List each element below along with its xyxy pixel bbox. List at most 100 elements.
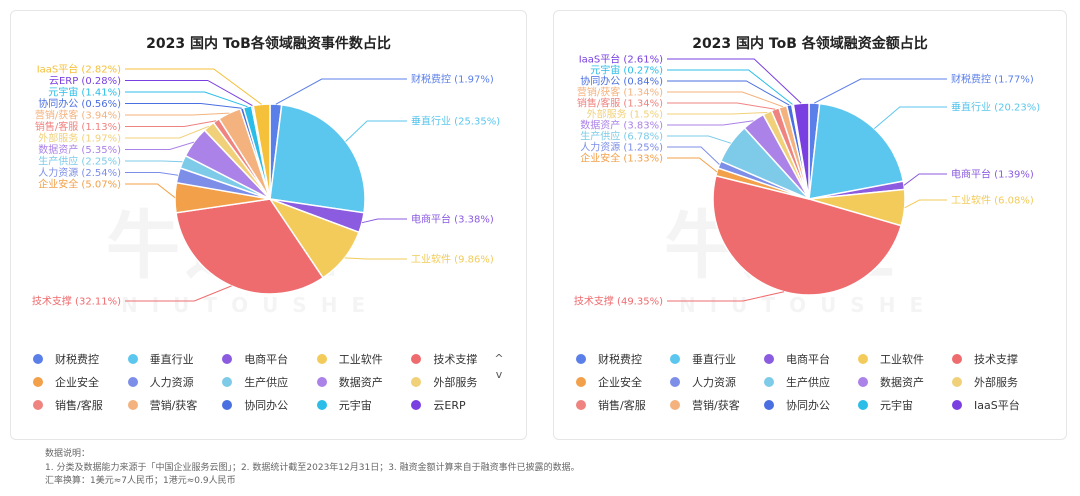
leader-line (904, 199, 947, 209)
leader-line (345, 120, 407, 142)
legend-pager[interactable]: ^ v (489, 351, 509, 383)
legend-label: 电商平台 (244, 352, 289, 366)
leader-line (125, 103, 242, 109)
legend-label: IaaS平台 (974, 398, 1020, 412)
leader-line (667, 91, 783, 108)
pie-slice[interactable] (712, 174, 903, 296)
legend-swatch (411, 399, 422, 410)
legend-item[interactable]: 企业安全 (576, 374, 670, 390)
legend-swatch (858, 376, 868, 387)
legend-swatch (127, 353, 138, 364)
chart-card-events: 牛透社 NIUTOUSHE 2023 国内 ToB各领域融资事件数占比 财税费控… (10, 10, 527, 440)
legend-item[interactable]: 技术支撑 (952, 351, 1046, 367)
data-label: 工业软件 (6.08%) (951, 194, 1034, 207)
data-label: 垂直行业 (20.23%) (951, 101, 1040, 114)
legend-label: 销售/客服 (598, 398, 646, 412)
data-label: 外部服务 (1.97%) (38, 132, 121, 145)
leader-line (125, 285, 232, 302)
leader-line (667, 69, 793, 105)
legend-item[interactable]: 数据资产 (316, 374, 412, 390)
legend-item[interactable]: 电商平台 (222, 351, 317, 367)
legend-row: 财税费控 垂直行业 电商平台 工业软件 技术支撑 (33, 347, 506, 370)
leader-line (125, 80, 253, 107)
pie-slice[interactable] (269, 103, 366, 214)
legend-label: 外部服务 (433, 375, 478, 389)
legend-label: 垂直行业 (149, 352, 194, 366)
legend-item[interactable]: 工业软件 (316, 351, 412, 367)
legend-item[interactable]: 人力资源 (127, 374, 223, 390)
legend-item[interactable]: 销售/客服 (33, 397, 128, 413)
legend-item[interactable]: 垂直行业 (670, 351, 764, 367)
legend-item[interactable]: 工业软件 (858, 351, 952, 367)
chart-card-amount: 牛透社 NIUTOUSHE 2023 国内 ToB 各领域融资金额占比 财税费控… (553, 10, 1067, 440)
leader-line (667, 120, 754, 126)
leader-line (361, 218, 407, 224)
notes-line-2: 汇率换算：1美元≈7人民币；1港元≈0.9人民币 (45, 476, 236, 486)
data-label: 人力资源 (1.25%) (580, 141, 663, 154)
legend-item[interactable]: 外部服务 (411, 374, 506, 390)
leader-line (275, 78, 407, 105)
legend-item[interactable]: 生产供应 (764, 374, 858, 390)
legend-swatch (764, 399, 774, 410)
legend-swatch (33, 399, 43, 410)
legend-item[interactable]: 企业安全 (33, 374, 128, 390)
chart-title: 2023 国内 ToB各领域融资事件数占比 (146, 36, 391, 52)
legend-item[interactable]: 财税费控 (576, 351, 670, 367)
leader-line (667, 102, 776, 110)
legend-item[interactable]: 人力资源 (670, 374, 764, 390)
legend-item[interactable]: 营销/获客 (127, 397, 223, 413)
data-label: 财税费控 (1.97%) (411, 73, 494, 86)
data-label: 数据资产 (3.83%) (580, 119, 663, 132)
legend-item[interactable]: 电商平台 (764, 351, 858, 367)
legend-swatch (222, 376, 233, 387)
legend-swatch (316, 353, 327, 364)
data-label: 财税费控 (1.77%) (951, 73, 1034, 86)
legend-swatch (316, 376, 327, 387)
legend-item[interactable]: 垂直行业 (127, 351, 223, 367)
legend-label: 营销/获客 (149, 398, 198, 412)
legend-item[interactable]: 元宇宙 (316, 397, 412, 413)
legend-item[interactable]: 生产供应 (222, 374, 317, 390)
legend-item[interactable]: 销售/客服 (576, 397, 670, 413)
leader-line (667, 146, 720, 165)
legend-label: 生产供应 (244, 375, 289, 389)
legend-label: 企业安全 (598, 375, 642, 389)
legend-item[interactable]: 外部服务 (952, 374, 1046, 390)
pie-slice[interactable] (175, 198, 325, 295)
legend-item[interactable]: IaaS平台 (952, 397, 1046, 413)
legend-item[interactable]: 营销/获客 (670, 397, 764, 413)
legend-item[interactable]: 财税费控 (33, 351, 128, 367)
data-label: 人力资源 (2.54%) (38, 166, 121, 179)
legend-item[interactable]: 云ERP (411, 397, 506, 413)
legend-swatch (222, 353, 233, 364)
legend-label: 人力资源 (692, 375, 736, 389)
legend: 财税费控 垂直行业 电商平台 工业软件 技术支撑企业安全 人力资源 生产供应 数据资产 外部服务… (576, 347, 1046, 416)
pie-slice[interactable] (792, 102, 810, 200)
legend: 财税费控 垂直行业 电商平台 工业软件 技术支撑企业安全 人力资源 生产供应 数据资产 外部服务… (33, 347, 506, 416)
pie-chart-events: 财税费控 (1.97%) 垂直行业 (25.35%) 电商平台 (3.38%) 工业软… (32, 63, 500, 308)
legend-swatch (33, 353, 43, 364)
legend-item[interactable]: 元宇宙 (858, 397, 952, 413)
legend-item[interactable]: 协同办公 (764, 397, 858, 413)
legend-label: 云ERP (433, 398, 466, 412)
leader-line (125, 125, 210, 139)
legend-label: 财税费控 (55, 352, 99, 366)
legend-label: 数据资产 (880, 375, 924, 389)
data-label: IaaS平台 (2.82%) (37, 63, 121, 76)
legend-label: 协同办公 (786, 398, 830, 412)
data-label: 营销/获客 (1.34%) (577, 86, 663, 99)
legend-swatch (127, 376, 138, 387)
pie-slice[interactable] (808, 102, 905, 200)
chevron-down-icon[interactable]: v (495, 368, 503, 381)
legend-item[interactable]: 技术支撑 (411, 351, 506, 367)
leader-line (667, 80, 790, 106)
chevron-up-icon[interactable]: ^ (494, 352, 504, 365)
legend-swatch (411, 353, 422, 364)
legend-item[interactable]: 协同办公 (222, 397, 317, 413)
legend-swatch (952, 353, 962, 364)
legend-swatch (222, 399, 233, 410)
legend-item[interactable]: 数据资产 (858, 374, 952, 390)
legend-swatch (952, 376, 962, 387)
legend-label: 垂直行业 (692, 352, 736, 366)
leader-line (667, 291, 785, 302)
